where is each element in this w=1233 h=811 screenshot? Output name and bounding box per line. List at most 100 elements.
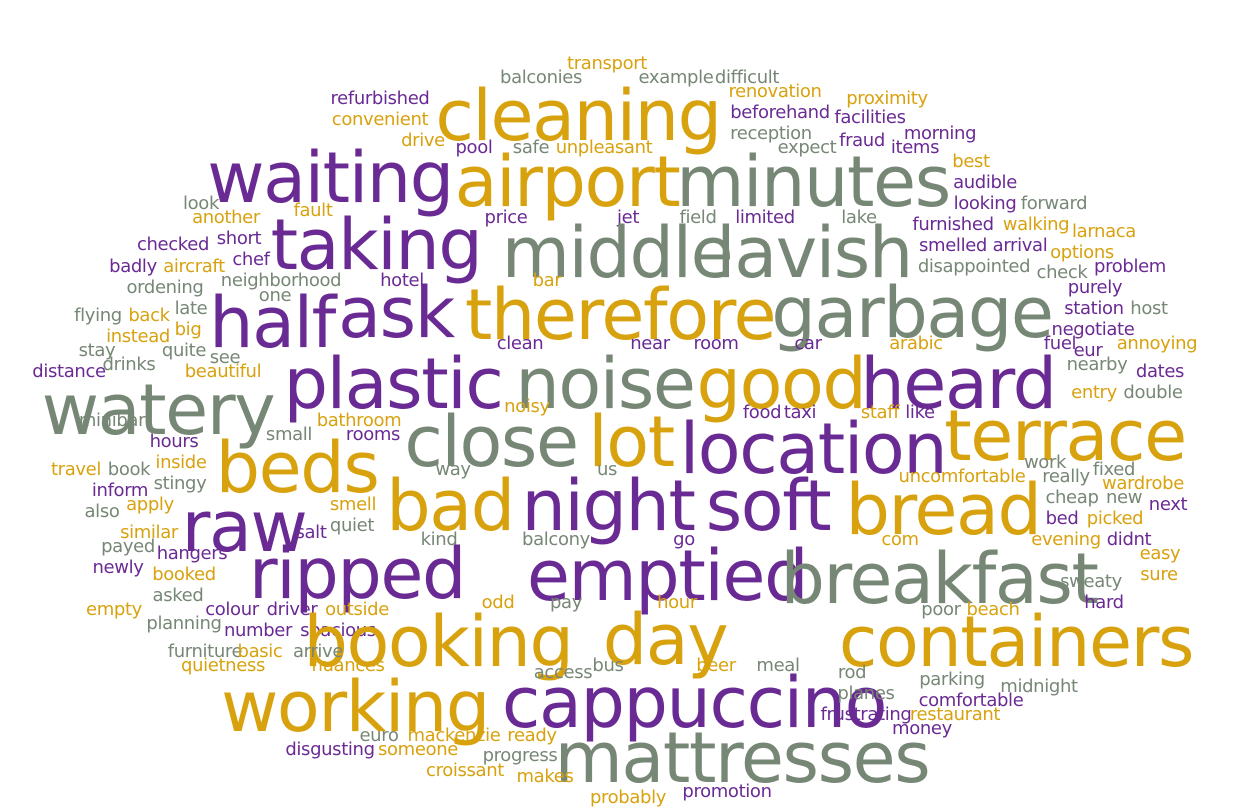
cloud-word-ordening: ordening (126, 277, 204, 298)
cloud-word-arrive: arrive (292, 641, 344, 662)
cloud-word-watery: watery (41, 369, 276, 451)
cloud-word-dates: dates (1135, 361, 1185, 382)
cloud-word-arrival: arrival (992, 235, 1048, 256)
cloud-word-beds: beds (215, 427, 380, 509)
cloud-word-like: like (905, 402, 935, 423)
cloud-word-negotiate: negotiate (1051, 319, 1135, 340)
cloud-word-items: items (890, 137, 940, 158)
cloud-word-evening: evening (1031, 529, 1101, 550)
cloud-word-reception: reception (730, 123, 812, 144)
cloud-word-meal: meal (756, 655, 800, 676)
cloud-word-arabic: arabic (889, 333, 943, 354)
cloud-word-drinks: drinks (102, 354, 156, 375)
cloud-word-morning: morning (903, 123, 977, 144)
cloud-word-inside: inside (155, 452, 207, 473)
cloud-word-empty: empty (86, 599, 142, 620)
cloud-word-number: number (223, 620, 293, 641)
cloud-word-bad: bad (386, 465, 515, 547)
cloud-word-room: room (693, 333, 739, 354)
cloud-word-booking: booking (303, 601, 573, 683)
cloud-word-basic: basic (237, 641, 283, 662)
cloud-word-payed: payed (101, 536, 155, 557)
cloud-word-cheap: cheap (1045, 487, 1099, 508)
cloud-word-beach: beach (966, 599, 1020, 620)
cloud-word-big: big (174, 319, 202, 340)
cloud-word-cleaning: cleaning (435, 75, 722, 157)
cloud-word-unpleasant: unpleasant (555, 137, 653, 158)
cloud-word-work: work (1023, 452, 1067, 473)
cloud-word-refurbished: refurbished (330, 88, 430, 109)
cloud-word-hard: hard (1084, 592, 1124, 613)
cloud-word-back: back (128, 305, 170, 326)
cloud-word-good: good (696, 343, 867, 425)
cloud-word-double: double (1123, 382, 1183, 403)
cloud-word-options: options (1050, 242, 1114, 263)
cloud-word-apply: apply (126, 494, 174, 515)
cloud-word-beer: beer (696, 655, 736, 676)
cloud-word-book: book (107, 459, 151, 480)
cloud-word-balconies: balconies (500, 67, 582, 88)
cloud-word-safe: safe (512, 137, 550, 158)
cloud-word-short: short (216, 228, 262, 249)
cloud-word-pay: pay (549, 592, 583, 613)
cloud-word-jet: jet (616, 207, 640, 228)
cloud-word-walking: walking (1002, 214, 1070, 235)
cloud-word-working: working (221, 666, 490, 748)
cloud-word-badly: badly (109, 256, 157, 277)
cloud-word-minibar: minibar (78, 410, 146, 431)
cloud-word-stay: stay (78, 340, 116, 361)
cloud-word-heard: heard (860, 343, 1057, 425)
cloud-word-fault: fault (293, 200, 333, 221)
cloud-word-beforehand: beforehand (730, 102, 830, 123)
cloud-word-promotion: promotion (682, 781, 772, 802)
cloud-word-chef: chef (232, 249, 270, 270)
cloud-word-probably: probably (589, 787, 667, 808)
cloud-word-colour: colour (205, 599, 259, 620)
cloud-word-looking: looking (953, 193, 1017, 214)
cloud-word-audible: audible (953, 172, 1017, 193)
cloud-word-mattresses: mattresses (554, 717, 931, 799)
cloud-word-smelled: smelled (919, 235, 987, 256)
cloud-word-furniture: furniture (167, 641, 243, 662)
cloud-word-half: half (209, 282, 336, 364)
cloud-word-croissant: croissant (426, 760, 504, 781)
cloud-word-new: new (1105, 487, 1143, 508)
cloud-word-transport: transport (567, 53, 647, 74)
cloud-word-lavish: lavish (716, 212, 913, 294)
cloud-word-forward: forward (1020, 193, 1088, 214)
cloud-word-distance: distance (32, 361, 106, 382)
cloud-word-quiet: quiet (329, 515, 375, 536)
cloud-word-checked: checked (136, 234, 210, 255)
cloud-word-spacious: spacious (300, 620, 376, 641)
cloud-word-small: small (265, 424, 313, 445)
cloud-word-clean: clean (496, 333, 544, 354)
cloud-word-nuances: nuances (311, 655, 385, 676)
cloud-word-inform: inform (91, 480, 149, 501)
cloud-word-flying: flying (74, 305, 122, 326)
cloud-word-therefore: therefore (464, 274, 777, 356)
cloud-word-parking: parking (919, 669, 985, 690)
cloud-word-purely: purely (1067, 277, 1123, 298)
cloud-word-fixed: fixed (1092, 459, 1136, 480)
cloud-word-staff: staff (860, 402, 900, 423)
cloud-word-travel: travel (50, 459, 102, 480)
cloud-word-rooms: rooms (345, 424, 401, 445)
cloud-word-drive: drive (401, 130, 445, 151)
cloud-word-picked: picked (1086, 508, 1144, 529)
cloud-word-access: access (533, 662, 593, 683)
cloud-word-minutes: minutes (676, 141, 951, 223)
cloud-word-near: near (630, 333, 670, 354)
cloud-word-someone: someone (378, 739, 458, 760)
cloud-word-limited: limited (735, 207, 795, 228)
cloud-word-booked: booked (152, 564, 216, 585)
cloud-word-fraud: fraud (839, 130, 885, 151)
cloud-word-example: example (638, 67, 714, 88)
cloud-word-problem: problem (1094, 256, 1166, 277)
cloud-word-mackenzie: mackenzie (407, 725, 501, 746)
cloud-word-late: late (174, 298, 208, 319)
cloud-word-stingy: stingy (153, 473, 207, 494)
cloud-word-larnaca: larnaca (1072, 221, 1136, 242)
cloud-word-newly: newly (92, 557, 144, 578)
cloud-word-sure: sure (1140, 564, 1178, 585)
